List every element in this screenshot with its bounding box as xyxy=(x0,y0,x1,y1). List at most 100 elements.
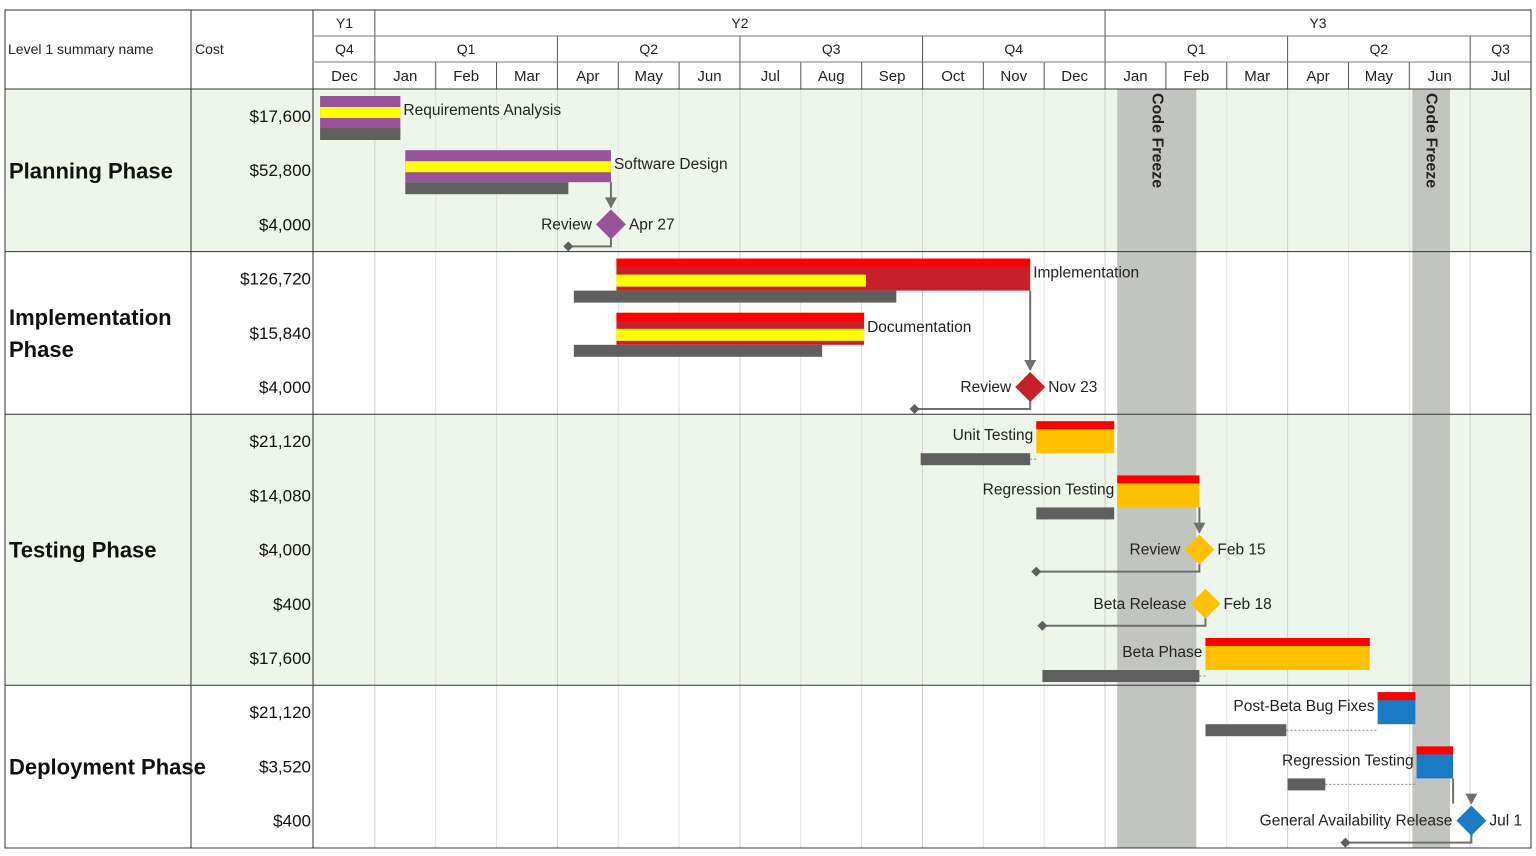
quarter-label: Q4 xyxy=(335,41,354,57)
task-label: Software Design xyxy=(614,156,728,173)
gridlines xyxy=(374,89,1471,848)
task-baseline xyxy=(405,182,569,195)
month-label: Mar xyxy=(514,68,540,85)
month-label: Apr xyxy=(576,68,599,85)
month-label: May xyxy=(1365,68,1394,85)
month-label: Oct xyxy=(941,68,965,85)
task-progress xyxy=(616,328,865,341)
milestone-diamond xyxy=(1184,534,1215,565)
code-freeze-label: Code Freeze xyxy=(1148,93,1165,188)
dependency-arrowhead xyxy=(604,197,617,209)
quarter-label: Q2 xyxy=(1370,41,1389,57)
milestone-baseline-diamond xyxy=(1340,837,1351,848)
month-label: Nov xyxy=(1000,68,1027,85)
dependency-arrowhead xyxy=(1024,360,1037,371)
task-progress xyxy=(405,161,611,173)
task-cost: $400 xyxy=(273,595,311,614)
phase-name: Phase xyxy=(9,337,74,362)
task-bar-top xyxy=(1377,692,1416,701)
milestone-diamond xyxy=(595,209,626,240)
phase-name: Implementation xyxy=(9,305,172,330)
task-label: Post-Beta Bug Fixes xyxy=(1233,698,1375,715)
month-label: Sep xyxy=(879,68,906,85)
quarter-label: Q3 xyxy=(1491,41,1510,57)
milestone-date: Apr 27 xyxy=(629,216,675,233)
milestone-date: Nov 23 xyxy=(1048,379,1097,396)
task-label: Regression Testing xyxy=(983,481,1115,498)
code-freeze-band xyxy=(1117,89,1197,848)
milestone-diamond xyxy=(1456,805,1487,836)
quarter-label: Q1 xyxy=(457,41,476,57)
milestone-date: Feb 18 xyxy=(1223,596,1271,613)
month-label: Apr xyxy=(1306,68,1329,85)
task-label: Regression Testing xyxy=(1282,752,1414,769)
task-bars xyxy=(320,96,1487,836)
phase-bands xyxy=(5,89,1531,686)
code-freeze-label: Code Freeze xyxy=(1423,93,1440,188)
milestone-label: Review xyxy=(1130,542,1182,559)
month-label: Feb xyxy=(453,68,479,85)
month-label: Jan xyxy=(393,68,417,85)
task-cost: $3,520 xyxy=(259,757,311,776)
month-label: Aug xyxy=(818,68,845,85)
month-label: Dec xyxy=(1061,68,1088,85)
task-cost: $21,120 xyxy=(250,703,311,722)
milestone-baseline-diamond xyxy=(1031,566,1042,577)
task-label: Implementation xyxy=(1033,265,1139,282)
milestone-diamond xyxy=(1015,372,1046,402)
milestone-label: Review xyxy=(960,379,1012,396)
task-baseline xyxy=(1205,724,1287,737)
phase-band xyxy=(5,89,1531,252)
task-cost: $52,800 xyxy=(250,161,311,180)
task-cost: $17,600 xyxy=(250,107,311,126)
milestone-date: Jul 1 xyxy=(1489,813,1522,830)
task-cost: $15,840 xyxy=(250,324,311,343)
quarter-label: Q2 xyxy=(639,41,658,57)
task-baseline xyxy=(1042,670,1200,682)
task-bar-top xyxy=(616,312,865,321)
outer-frame xyxy=(4,9,1532,849)
task-cost: $14,080 xyxy=(250,486,311,505)
task-baseline xyxy=(320,128,401,140)
milestone-date: Feb 15 xyxy=(1217,542,1265,559)
milestone-label: General Availability Release xyxy=(1260,813,1453,830)
month-label: May xyxy=(635,68,664,85)
month-label: Mar xyxy=(1244,68,1270,85)
task-cost: $126,720 xyxy=(240,270,311,289)
task-cost: $21,120 xyxy=(250,432,311,451)
phase-name: Deployment Phase xyxy=(9,755,206,780)
task-baseline xyxy=(573,290,897,303)
task-cost: $4,000 xyxy=(259,215,311,234)
phase-name: Testing Phase xyxy=(9,538,157,563)
quarter-label: Q1 xyxy=(1187,41,1206,57)
table-frame xyxy=(4,9,1532,849)
milestone-baseline-diamond xyxy=(1037,620,1048,631)
year-label: Y2 xyxy=(731,15,748,31)
baselines xyxy=(320,128,1417,848)
timeline-header: Level 1 summary name Cost Y1 Y2 Y3 Q4 Q1 Q2 Q3… xyxy=(8,10,1531,89)
task-cost: $4,000 xyxy=(259,541,311,560)
month-label: Jul xyxy=(761,68,780,85)
task-cost: $17,600 xyxy=(250,649,311,668)
milestone-baseline-diamond xyxy=(909,404,920,414)
task-bar-top xyxy=(1416,746,1454,755)
month-label: Jun xyxy=(1428,68,1452,85)
task-baseline xyxy=(1036,507,1115,520)
code-freeze-bands: Code Freeze Code Freeze xyxy=(1117,89,1451,848)
milestone-diamond xyxy=(1190,588,1221,619)
task-label: Documentation xyxy=(867,319,971,336)
task-baseline xyxy=(1287,778,1326,791)
quarter-label: Q3 xyxy=(822,41,841,57)
task-progress xyxy=(320,107,401,118)
task-baseline xyxy=(573,344,823,357)
month-label: Dec xyxy=(331,68,358,85)
dependency-arrowhead xyxy=(1465,793,1478,805)
code-freeze-band xyxy=(1412,89,1451,848)
year-label: Y1 xyxy=(336,15,353,31)
month-label: Jan xyxy=(1123,68,1147,85)
task-baseline xyxy=(920,453,1031,466)
summary-column-header: Level 1 summary name xyxy=(8,41,154,57)
phase-name: Planning Phase xyxy=(9,158,173,183)
task-cost: $400 xyxy=(273,812,311,831)
